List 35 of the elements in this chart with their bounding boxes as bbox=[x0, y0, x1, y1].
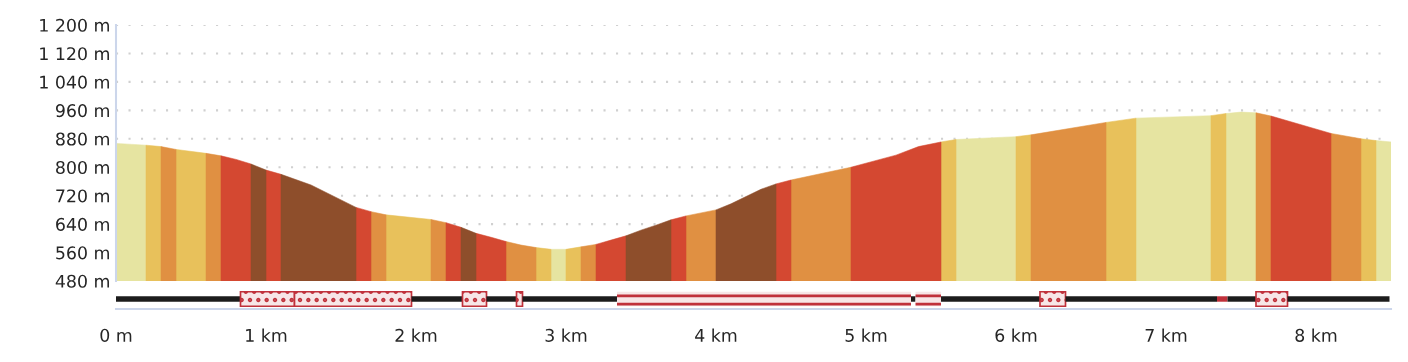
x-tick-label: 2 km bbox=[395, 328, 437, 342]
y-tick-label: 800 m bbox=[56, 160, 109, 175]
bar bbox=[915, 291, 941, 307]
x-tick-label: 6 km bbox=[995, 328, 1037, 342]
bar bbox=[486, 296, 517, 302]
bar bbox=[1227, 296, 1256, 302]
y-tick-label: 640 m bbox=[56, 217, 109, 231]
x-tick-label: 0 m bbox=[100, 328, 132, 342]
bar bbox=[515, 290, 524, 308]
x-tick-label: 4 km bbox=[695, 328, 737, 342]
x-tick-label: 1 km bbox=[246, 328, 287, 342]
bar bbox=[1039, 290, 1067, 308]
bar bbox=[461, 290, 488, 308]
y-tick-label: 560 m bbox=[56, 246, 109, 260]
bar bbox=[522, 296, 617, 302]
bar bbox=[1255, 290, 1289, 308]
bar bbox=[911, 296, 916, 302]
bar bbox=[116, 296, 241, 302]
y-tick-label: 960 m bbox=[55, 104, 109, 118]
bar bbox=[411, 296, 463, 302]
bar bbox=[941, 296, 1040, 302]
bar bbox=[1287, 296, 1390, 302]
y-tick-label: 480 m bbox=[55, 274, 109, 288]
x-tick-label: 7 km bbox=[1145, 328, 1187, 342]
x-tick-label: 8 km bbox=[1295, 328, 1337, 342]
bar bbox=[617, 291, 911, 307]
bar bbox=[1065, 296, 1217, 302]
x-tick-label: 3 km bbox=[545, 328, 587, 342]
y-tick-label: 720 m bbox=[56, 189, 109, 203]
y-tick-label: 1 200 m bbox=[40, 18, 109, 32]
y-tick-label: 1 040 m bbox=[40, 75, 109, 89]
y-tick-label: 880 m bbox=[56, 132, 109, 146]
x-tick-label: 5 km bbox=[845, 328, 887, 342]
bar bbox=[1217, 296, 1228, 302]
y-tick-label: 1 120 m bbox=[40, 47, 109, 61]
